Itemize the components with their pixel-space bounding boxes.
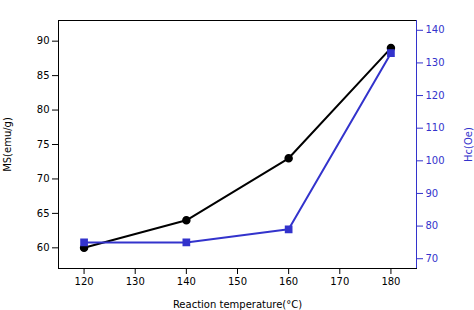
svg-text:Reaction temperature(°C): Reaction temperature(°C) xyxy=(173,299,302,310)
svg-text:150: 150 xyxy=(228,276,247,287)
svg-text:70: 70 xyxy=(37,173,50,184)
svg-text:85: 85 xyxy=(37,70,50,81)
svg-text:70: 70 xyxy=(426,253,439,264)
svg-text:100: 100 xyxy=(426,155,445,166)
svg-text:140: 140 xyxy=(177,276,196,287)
svg-text:110: 110 xyxy=(426,122,445,133)
svg-text:120: 120 xyxy=(75,276,94,287)
svg-text:180: 180 xyxy=(381,276,400,287)
svg-text:75: 75 xyxy=(37,139,50,150)
svg-text:65: 65 xyxy=(37,208,50,219)
svg-text:140: 140 xyxy=(426,24,445,35)
svg-text:MS(emu/g): MS(emu/g) xyxy=(2,117,13,172)
svg-text:90: 90 xyxy=(426,188,439,199)
svg-text:120: 120 xyxy=(426,90,445,101)
svg-text:Hc(Oe): Hc(Oe) xyxy=(463,127,474,162)
svg-text:80: 80 xyxy=(37,104,50,115)
svg-text:130: 130 xyxy=(126,276,145,287)
svg-text:80: 80 xyxy=(426,220,439,231)
svg-text:170: 170 xyxy=(330,276,349,287)
svg-text:90: 90 xyxy=(37,35,50,46)
svg-text:60: 60 xyxy=(37,242,50,253)
svg-text:130: 130 xyxy=(426,57,445,68)
svg-text:160: 160 xyxy=(279,276,298,287)
